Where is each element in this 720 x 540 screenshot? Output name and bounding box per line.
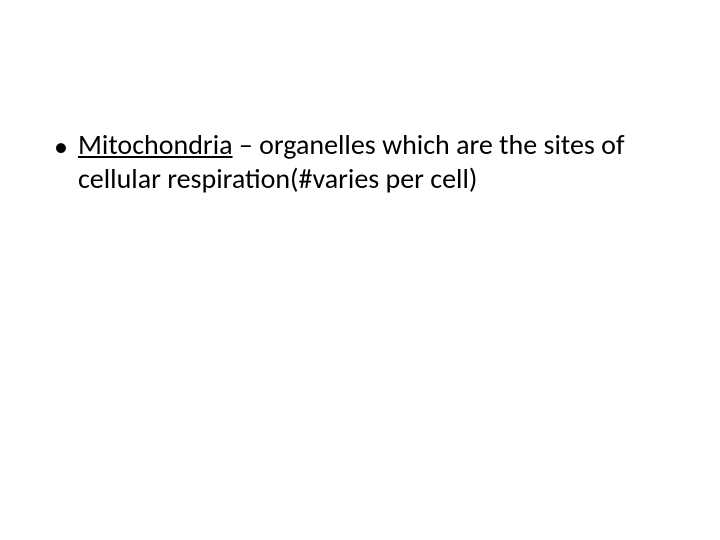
- bullet-separator: –: [233, 127, 260, 162]
- bullet-item: • Mitochondria – organelles which are th…: [54, 128, 666, 195]
- slide: • Mitochondria – organelles which are th…: [0, 0, 720, 540]
- bullet-term: Mitochondria: [78, 127, 233, 162]
- bullet-marker: •: [54, 130, 68, 164]
- slide-body: • Mitochondria – organelles which are th…: [54, 128, 666, 195]
- bullet-text: Mitochondria – organelles which are the …: [78, 128, 666, 195]
